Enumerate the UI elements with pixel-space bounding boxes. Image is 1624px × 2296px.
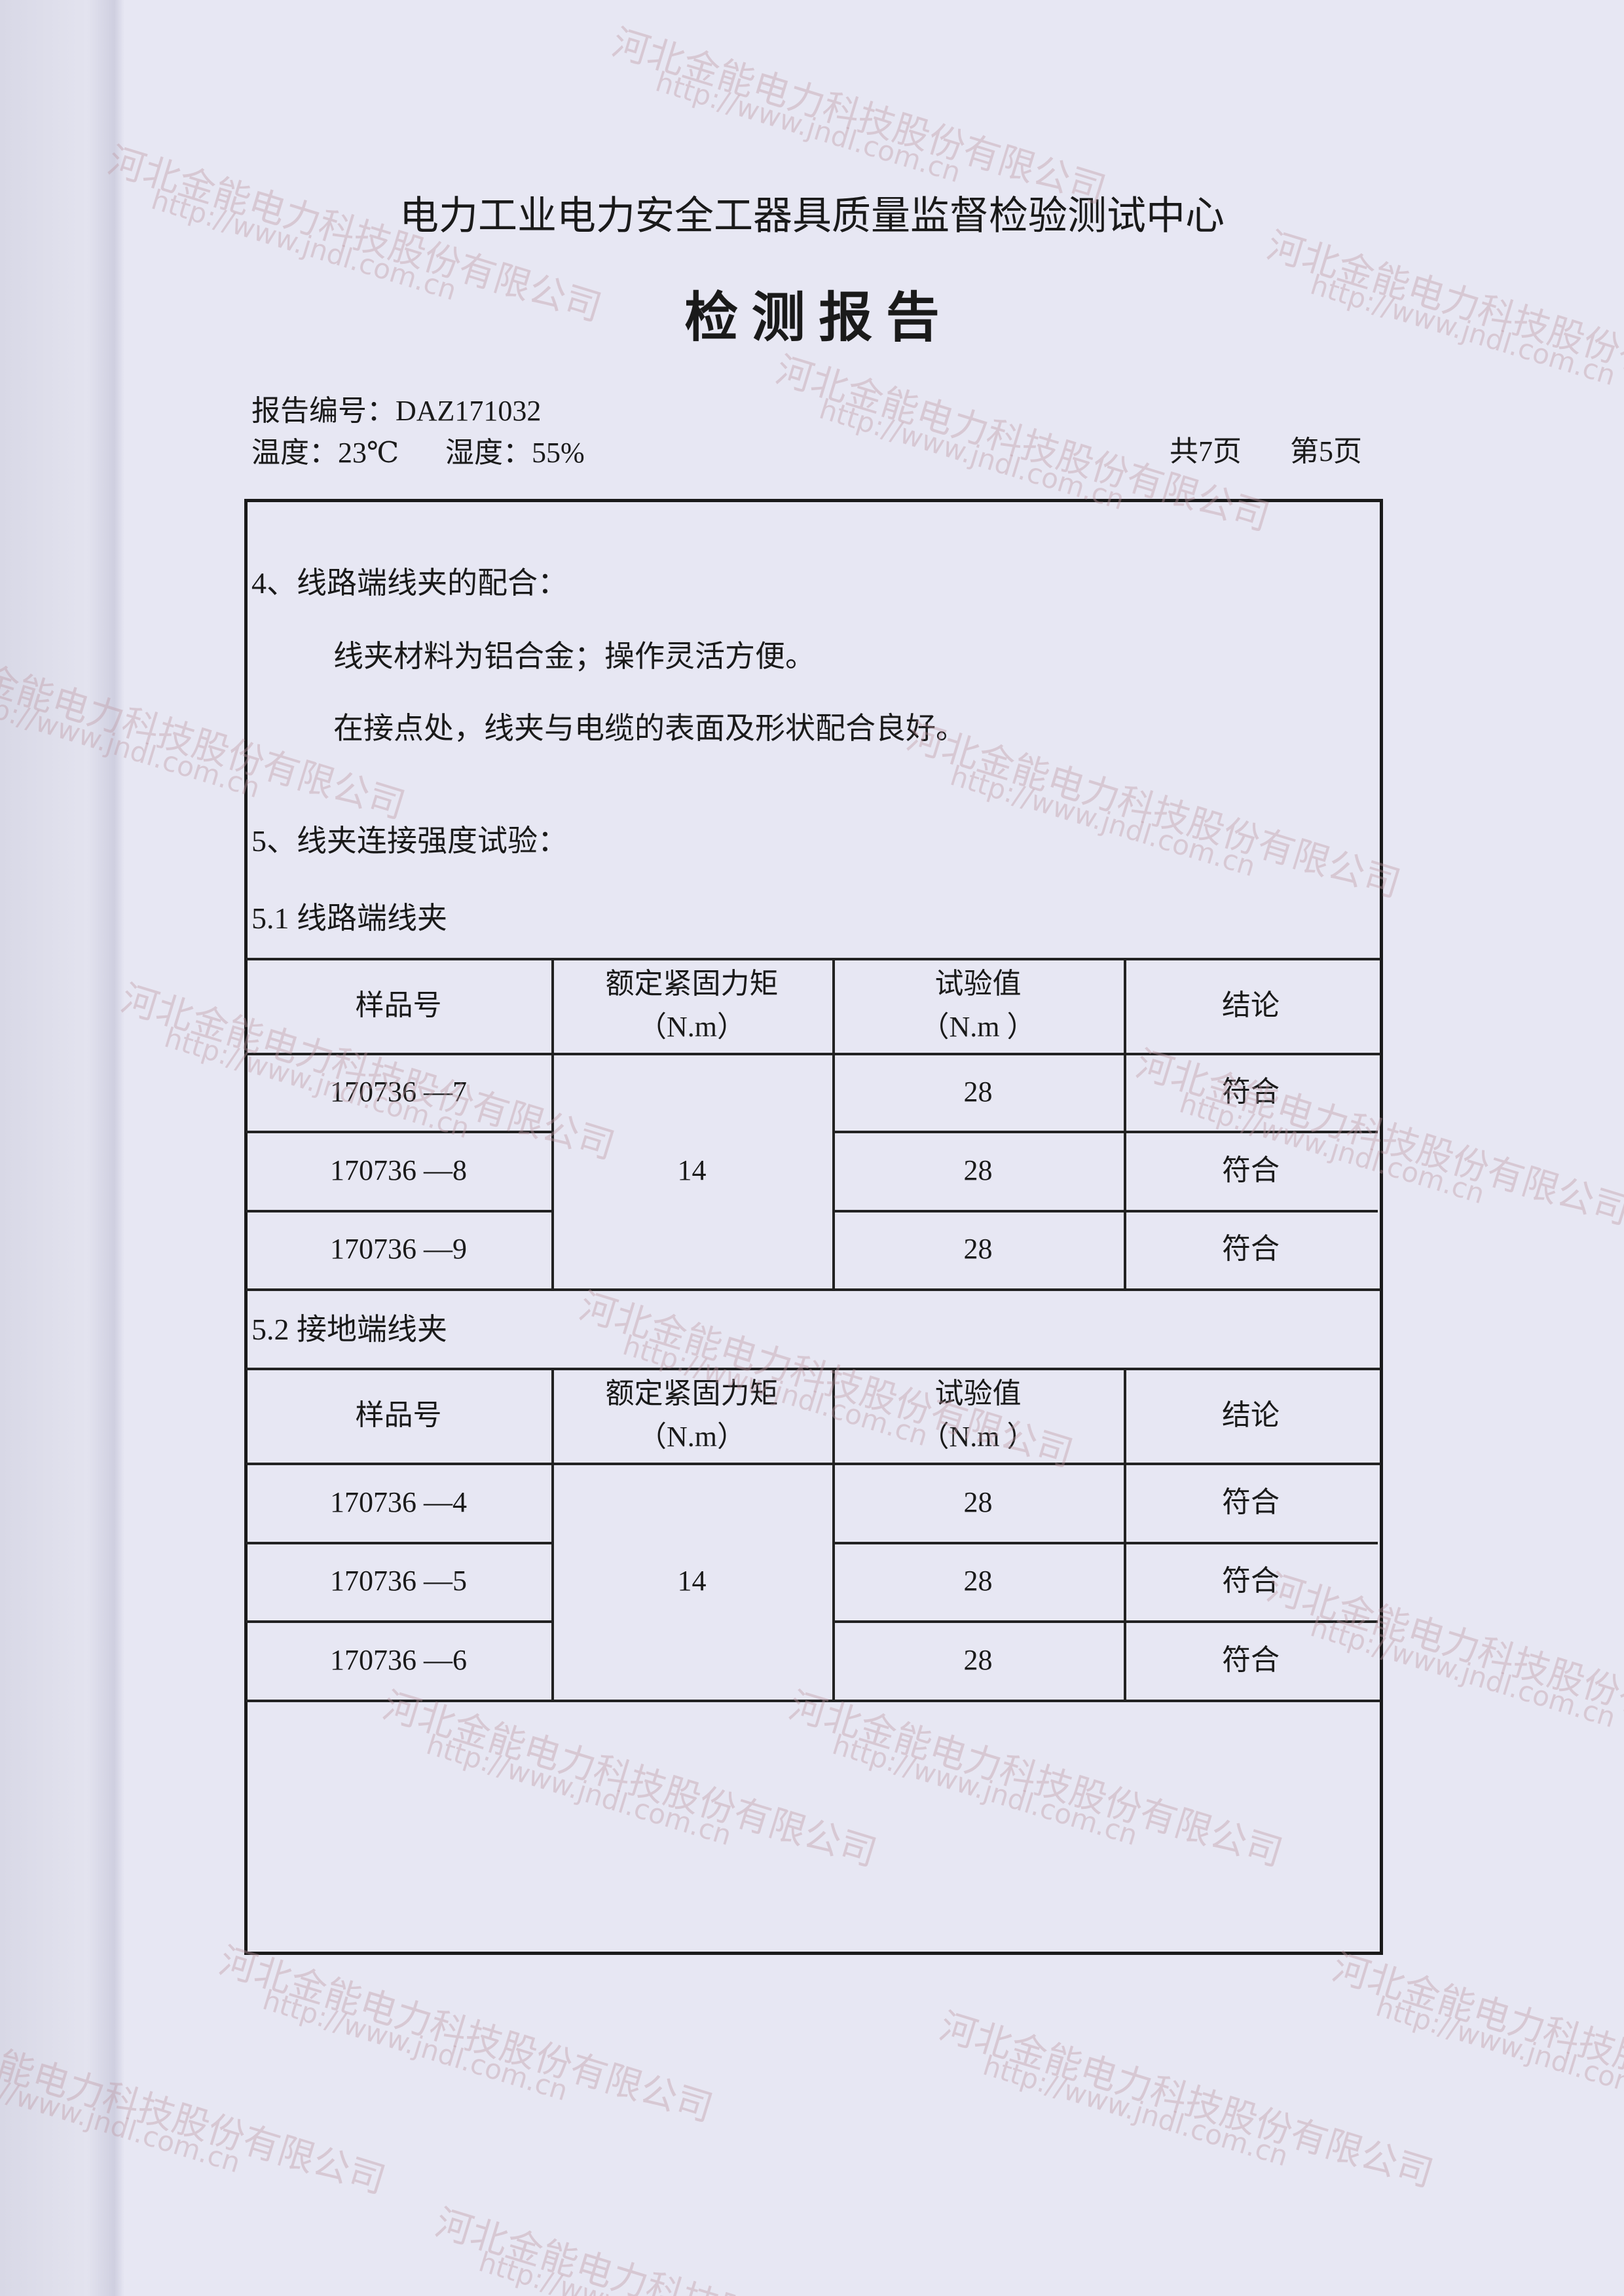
sample-id: 170736 —7	[330, 1075, 467, 1108]
header-text: 样品号	[355, 989, 442, 1021]
rated-torque: 14	[677, 1565, 707, 1597]
column-header: 试验值 （N.m ）	[832, 958, 1124, 1053]
table-caption: 5.2 接地端线夹	[251, 1313, 447, 1346]
table-caption: 5.1 线路端线夹	[251, 902, 447, 935]
column-line	[1124, 1368, 1126, 1700]
header-text: （N.m）	[638, 1010, 746, 1043]
test-value: 28	[963, 1154, 993, 1186]
column-header: 样品号	[246, 958, 551, 1053]
total-pages: 共7页	[1170, 435, 1242, 467]
column-header: 额定紧固力矩 （N.m）	[551, 958, 832, 1053]
header-text: 试验值	[934, 1377, 1022, 1410]
paragraph: 在接点处，线夹与电缆的表面及形状配合良好。	[333, 712, 966, 745]
binder-edge	[0, 0, 124, 2296]
header-text: （N.m ）	[920, 1010, 1036, 1043]
column-line	[551, 958, 554, 1288]
organization: 电力工业电力安全工器具质量监督检验测试中心	[399, 194, 1225, 238]
header-text: 样品号	[355, 1398, 442, 1431]
column-line	[832, 958, 835, 1288]
page-number: 第5页	[1290, 435, 1362, 467]
row-line	[246, 1210, 551, 1212]
header-text: 额定紧固力矩	[605, 1377, 779, 1410]
paragraph: 线夹材料为铝合金；操作灵活方便。	[333, 640, 815, 673]
row-line	[246, 1542, 551, 1544]
rated-torque: 14	[677, 1154, 707, 1186]
conclusion: 符合	[1222, 1643, 1280, 1676]
row-line	[246, 1700, 1380, 1702]
row-line	[246, 1368, 1380, 1370]
sample-id: 170736 —5	[330, 1565, 467, 1597]
row-line	[832, 1210, 1378, 1212]
conclusion: 符合	[1222, 1233, 1280, 1265]
section-heading: 5、线夹连接强度试验：	[251, 824, 568, 858]
header-text: （N.m）	[638, 1420, 746, 1453]
test-value: 28	[963, 1485, 993, 1518]
conclusion: 符合	[1222, 1565, 1280, 1597]
sample-id: 170736 —4	[330, 1485, 467, 1518]
row-line	[832, 1131, 1378, 1133]
conclusion: 符合	[1222, 1075, 1280, 1108]
section-heading: 4、线路端线夹的配合：	[251, 566, 568, 600]
row-line	[246, 1053, 1380, 1055]
watermark-company: 河北金能电力科技股份有限公司	[214, 1939, 718, 2130]
header-text: 结论	[1222, 1398, 1280, 1431]
row-line	[832, 1542, 1378, 1544]
sample-id: 170736 —6	[330, 1643, 467, 1676]
report-number: 报告编号：DAZ171032	[251, 395, 542, 427]
column-line	[551, 1368, 554, 1700]
header-text: 结论	[1222, 989, 1280, 1021]
row-line	[246, 1620, 551, 1623]
temperature: 温度：23℃	[251, 437, 399, 469]
row-line	[246, 1288, 1380, 1291]
column-header: 试验值 （N.m ）	[832, 1368, 1124, 1463]
test-value: 28	[963, 1565, 993, 1597]
column-line	[832, 1368, 835, 1700]
header-text: 试验值	[934, 967, 1022, 1000]
header-text: 额定紧固力矩	[605, 967, 779, 1000]
column-header: 结论	[1124, 1368, 1378, 1463]
watermark-company: 河北金能电力科技股份有限公司	[607, 21, 1111, 212]
row-line	[246, 1131, 551, 1133]
conclusion: 符合	[1222, 1154, 1280, 1186]
column-header: 结论	[1124, 958, 1378, 1053]
row-line	[246, 958, 1380, 960]
row-line	[246, 1463, 1380, 1465]
conclusion: 符合	[1222, 1485, 1280, 1518]
humidity: 湿度：55%	[445, 437, 585, 469]
column-header: 样品号	[246, 1368, 551, 1463]
test-value: 28	[963, 1233, 993, 1265]
sample-id: 170736 —8	[330, 1154, 467, 1186]
report-title: 检 测 报 告	[684, 288, 940, 348]
column-header: 额定紧固力矩 （N.m）	[551, 1368, 832, 1463]
column-line	[1124, 958, 1126, 1288]
test-value: 28	[963, 1643, 993, 1676]
watermark-company: 河北金能电力科技股份有限公司	[934, 2005, 1438, 2196]
sample-id: 170736 —9	[330, 1233, 467, 1265]
content-frame	[244, 499, 1383, 1955]
test-value: 28	[963, 1075, 993, 1108]
header-text: （N.m ）	[920, 1420, 1036, 1453]
row-line	[832, 1620, 1378, 1623]
